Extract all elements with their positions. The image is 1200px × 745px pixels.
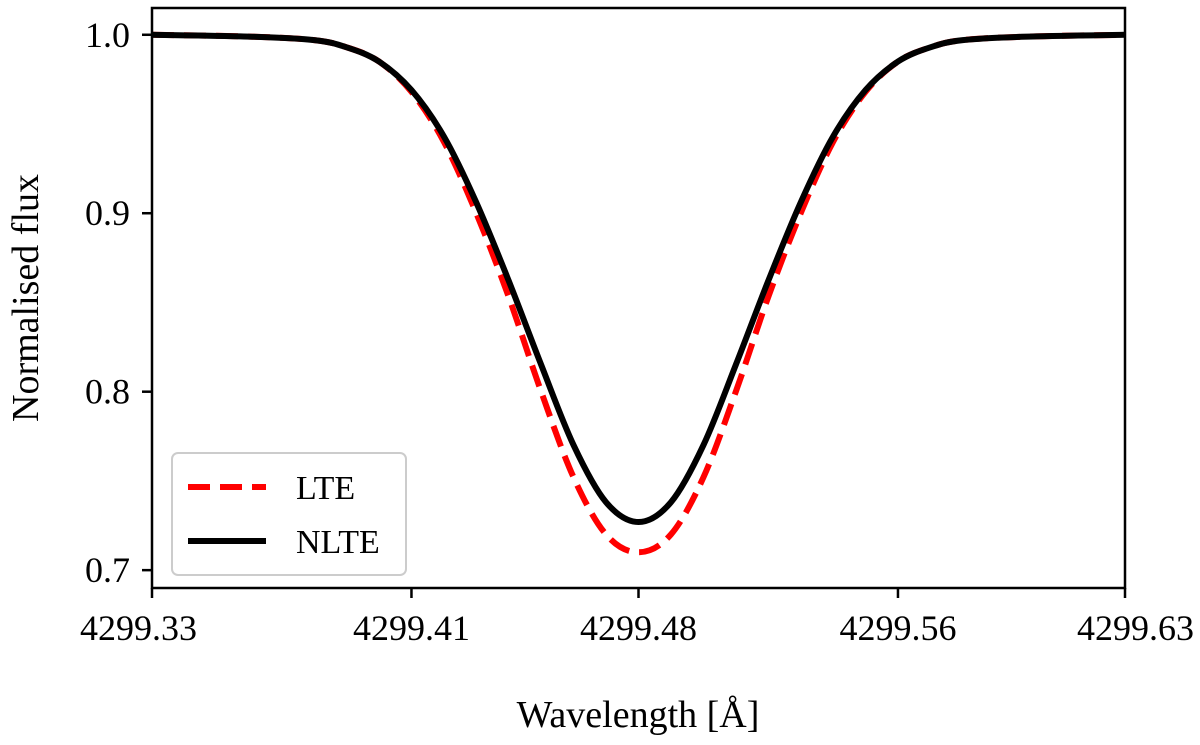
series-line-nlte — [151, 31, 1126, 525]
y-tick-label: 0.9 — [85, 193, 130, 233]
y-tick-label: 0.8 — [85, 372, 130, 412]
x-tick-label: 4299.63 — [1077, 608, 1194, 648]
series-layer — [151, 31, 1126, 556]
x-tick-label: 4299.33 — [80, 608, 197, 648]
legend-box — [171, 452, 407, 576]
x-tick-label: 4299.41 — [353, 608, 470, 648]
x-tick-label: 4299.56 — [839, 608, 956, 648]
x-tick-label: 4299.48 — [580, 608, 697, 648]
y-axis-label: Normalised flux — [5, 174, 47, 422]
y-tick-label: 0.7 — [85, 550, 130, 590]
legend-label-lte: LTE — [296, 470, 355, 507]
y-tick-label: 1.0 — [85, 15, 130, 55]
legend: LTE NLTE — [171, 452, 407, 576]
x-axis-label: Wavelength [Å] — [517, 694, 760, 736]
ticks-layer: 4299.33 4299.41 4299.48 4299.56 4299.63 0.7 0.… — [80, 15, 1194, 648]
legend-label-nlte: NLTE — [296, 524, 380, 561]
